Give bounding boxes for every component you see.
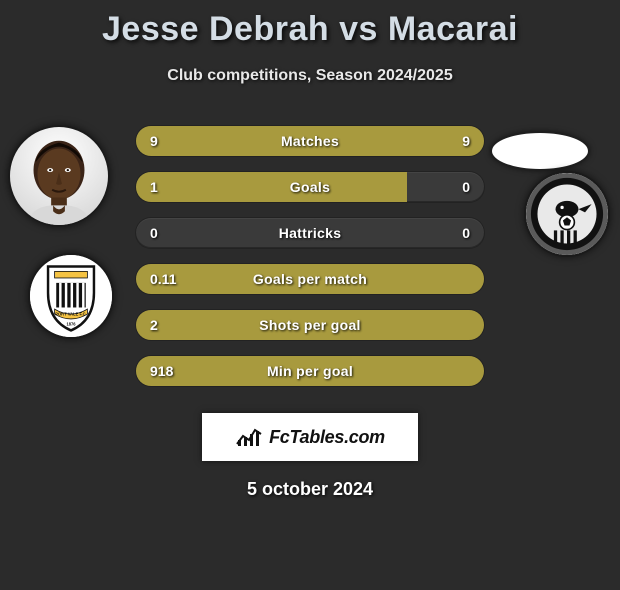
club-right-badge [524, 171, 610, 257]
stat-label: Hattricks [136, 218, 484, 248]
player-right-photo [490, 131, 590, 171]
svg-text:1876: 1876 [66, 322, 76, 327]
stat-label: Min per goal [136, 356, 484, 386]
stat-label: Goals per match [136, 264, 484, 294]
svg-text:PORT VALE F.C.: PORT VALE F.C. [55, 312, 87, 317]
player-left-photo [8, 125, 110, 227]
club-left-badge: PORT VALE F.C. 1876 [28, 253, 114, 339]
stat-row: 0Hattricks0 [135, 217, 485, 249]
comparison-date: 5 october 2024 [0, 479, 620, 500]
stat-label: Matches [136, 126, 484, 156]
comparison-subtitle: Club competitions, Season 2024/2025 [0, 67, 620, 85]
stat-row: 1Goals0 [135, 171, 485, 203]
brand-banner: FcTables.com [202, 413, 418, 461]
stat-label: Goals [136, 172, 484, 202]
stat-row: 918Min per goal [135, 355, 485, 387]
brand-chart-icon [235, 426, 263, 448]
stat-row: 9Matches9 [135, 125, 485, 157]
stat-value-right: 9 [462, 126, 470, 156]
brand-text: FcTables.com [269, 427, 385, 448]
stat-row: 0.11Goals per match [135, 263, 485, 295]
stat-label: Shots per goal [136, 310, 484, 340]
stat-value-right: 0 [462, 172, 470, 202]
comparison-title: Jesse Debrah vs Macarai [0, 10, 620, 49]
stat-bars: 9Matches91Goals00Hattricks00.11Goals per… [135, 125, 485, 387]
stat-row: 2Shots per goal [135, 309, 485, 341]
comparison-arena: PORT VALE F.C. 1876 [0, 115, 620, 395]
stat-value-right: 0 [462, 218, 470, 248]
